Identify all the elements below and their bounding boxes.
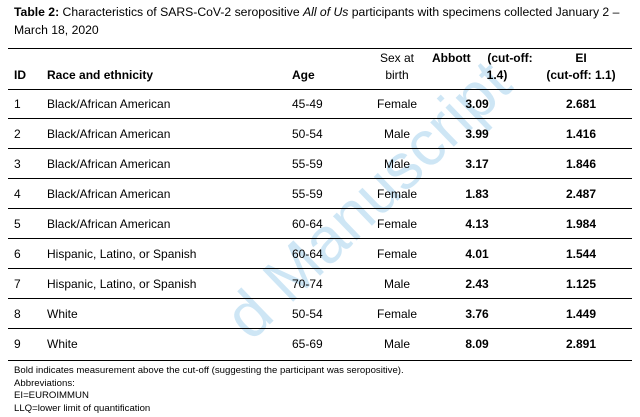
cell-race: Black/African American [47,217,171,231]
cell-ei: 1.416 [565,127,597,141]
cell-ei: 2.681 [565,97,597,111]
header-sex-line2: birth [385,68,409,82]
cell-sex: Female [376,187,417,201]
cell-id: 3 [14,157,21,171]
row-rule [8,328,632,329]
caption-text-after: participants with specimens collected Ja… [14,5,620,37]
table-top-rule [8,48,632,49]
cell-id: 1 [14,97,21,111]
cell-ei: 1.544 [565,247,597,261]
cell-sex: Female [376,307,417,321]
note-abbreviation-llq: LLQ=lower limit of quantification [14,402,151,414]
cell-abbott: 3.09 [465,97,489,111]
header-ei-line2: (cut-off: 1.1) [546,68,616,82]
cell-sex: Male [383,127,410,141]
cell-age: 60-64 [292,217,323,231]
cell-age: 50-54 [292,127,323,141]
cell-ei: 2.487 [565,187,597,201]
cell-race: White [47,337,78,351]
cell-race: Hispanic, Latino, or Spanish [47,277,197,291]
row-rule [8,208,632,209]
cell-race: White [47,307,78,321]
cell-race: Black/African American [47,187,171,201]
cell-ei: 1.846 [565,157,597,171]
cell-sex: Male [383,337,410,351]
cell-sex: Female [376,247,417,261]
cell-race: Hispanic, Latino, or Spanish [47,247,197,261]
table-caption: Table 2: Characteristics of SARS-CoV-2 s… [14,3,626,39]
cell-abbott: 3.76 [465,307,489,321]
cell-abbott: 1.83 [465,187,489,201]
row-rule [8,298,632,299]
header-sex-line1: Sex at [379,51,415,65]
cell-abbott: 3.17 [465,157,489,171]
cell-ei: 1.984 [565,217,597,231]
row-rule [8,268,632,269]
cell-abbott: 8.09 [465,337,489,351]
cell-race: Black/African American [47,127,171,141]
cell-age: 65-69 [292,337,323,351]
cell-sex: Female [376,97,417,111]
caption-text-before: Characteristics of SARS-CoV-2 seropositi… [59,5,303,19]
cell-race: Black/African American [47,97,171,111]
row-rule [8,178,632,179]
caption-italic: All of Us [303,5,349,19]
row-rule [8,118,632,119]
cell-abbott: 2.43 [465,277,489,291]
note-bold-explanation: Bold indicates measurement above the cut… [14,365,404,376]
cell-id: 2 [14,127,21,141]
cell-sex: Female [376,217,417,231]
note-abbreviations-heading: Abbreviations: [14,377,75,389]
header-race: Race and ethnicity [47,68,154,82]
cell-age: 55-59 [292,157,323,171]
table-bottom-rule [8,360,632,361]
header-id: ID [14,68,26,82]
header-abbott-line2: 1.4) [486,68,508,82]
cell-age: 70-74 [292,277,323,291]
cell-sex: Male [383,157,410,171]
cell-id: 8 [14,307,21,321]
header-age: Age [292,68,315,82]
cell-id: 9 [14,337,21,351]
row-rule [8,148,632,149]
cell-id: 6 [14,247,21,261]
cell-abbott: 4.01 [465,247,489,261]
cell-age: 60-64 [292,247,323,261]
cell-age: 45-49 [292,97,323,111]
table-notes: Bold indicates measurement above the cut… [14,365,404,415]
cell-id: 7 [14,277,21,291]
cell-age: 55-59 [292,187,323,201]
cell-abbott: 4.13 [465,217,489,231]
cell-id: 5 [14,217,21,231]
header-ei-line1: EI [575,51,587,65]
table-header-rule [8,89,632,90]
cell-ei: 1.125 [565,277,597,291]
header-abbott-line1: Abbott (cut-off: [432,51,533,65]
cell-id: 4 [14,187,21,201]
caption-label: Table 2: [14,5,60,19]
cell-ei: 2.891 [565,337,597,351]
cell-age: 50-54 [292,307,323,321]
note-abbreviation-ei: EI=EUROIMMUN [14,390,89,401]
cell-abbott: 3.99 [465,127,489,141]
cell-sex: Male [383,277,410,291]
cell-ei: 1.449 [565,307,597,321]
row-rule [8,238,632,239]
cell-race: Black/African American [47,157,171,171]
